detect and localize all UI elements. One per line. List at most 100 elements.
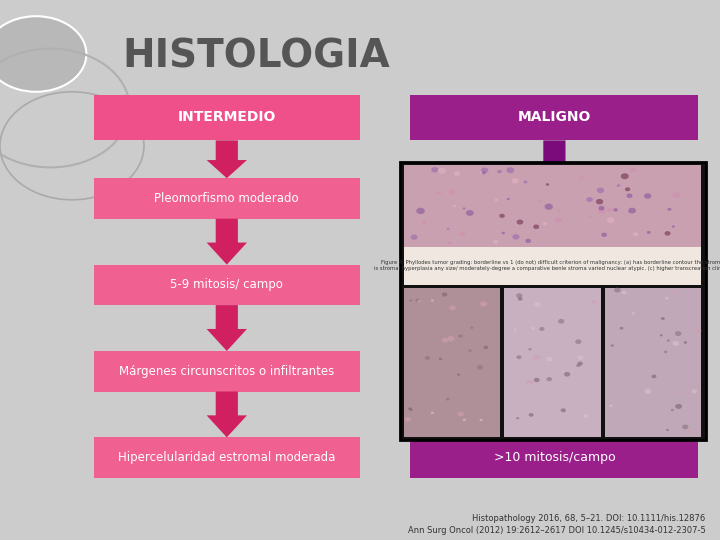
Circle shape [667, 208, 672, 211]
Polygon shape [207, 305, 247, 351]
Circle shape [523, 181, 527, 184]
Circle shape [533, 225, 539, 229]
Circle shape [577, 355, 583, 360]
Circle shape [597, 187, 604, 193]
Circle shape [459, 232, 465, 236]
Circle shape [647, 231, 651, 234]
Circle shape [575, 339, 582, 344]
Circle shape [422, 221, 427, 224]
Text: >10 mitosis/campo: >10 mitosis/campo [494, 451, 615, 464]
Circle shape [682, 424, 688, 429]
Circle shape [481, 167, 488, 173]
Circle shape [437, 191, 441, 194]
Circle shape [0, 16, 86, 92]
Text: 5-9 mitosis/ campo: 5-9 mitosis/ campo [171, 278, 283, 292]
Circle shape [652, 375, 657, 378]
Circle shape [607, 208, 612, 212]
Polygon shape [207, 219, 247, 265]
FancyBboxPatch shape [94, 178, 360, 219]
Circle shape [531, 327, 535, 329]
Circle shape [449, 305, 456, 310]
Circle shape [410, 409, 413, 411]
Circle shape [506, 167, 514, 173]
Circle shape [514, 328, 517, 331]
Circle shape [528, 413, 534, 417]
Circle shape [613, 208, 618, 212]
Circle shape [628, 208, 636, 213]
Circle shape [448, 336, 454, 341]
Circle shape [607, 218, 615, 223]
Circle shape [675, 404, 682, 409]
Circle shape [438, 168, 446, 174]
Circle shape [554, 217, 562, 222]
Circle shape [408, 407, 412, 410]
Circle shape [516, 355, 521, 359]
FancyBboxPatch shape [94, 437, 360, 478]
Circle shape [564, 372, 570, 376]
Circle shape [577, 361, 583, 366]
Circle shape [529, 381, 534, 384]
Circle shape [691, 389, 697, 393]
FancyBboxPatch shape [410, 94, 698, 140]
Text: HISTOLOGIA: HISTOLOGIA [122, 38, 390, 76]
FancyBboxPatch shape [94, 351, 360, 392]
Circle shape [626, 193, 633, 198]
Circle shape [526, 239, 531, 243]
Circle shape [452, 205, 456, 207]
FancyBboxPatch shape [400, 162, 706, 440]
Circle shape [586, 197, 593, 202]
Circle shape [665, 297, 669, 300]
Circle shape [589, 215, 592, 218]
Polygon shape [534, 140, 575, 437]
Circle shape [644, 389, 652, 394]
Circle shape [694, 328, 701, 333]
Circle shape [675, 331, 681, 336]
Circle shape [466, 210, 474, 216]
Circle shape [477, 365, 483, 369]
Circle shape [431, 411, 434, 414]
Circle shape [526, 380, 530, 383]
Circle shape [534, 378, 540, 382]
Circle shape [449, 190, 456, 195]
Circle shape [431, 167, 438, 172]
Circle shape [670, 291, 675, 294]
Circle shape [480, 418, 482, 421]
FancyBboxPatch shape [505, 288, 600, 437]
Circle shape [462, 207, 466, 210]
Circle shape [661, 317, 665, 320]
Text: Márgenes circunscritos o infiltrantes: Márgenes circunscritos o infiltrantes [120, 364, 334, 378]
FancyBboxPatch shape [94, 265, 360, 305]
Circle shape [666, 429, 669, 431]
Circle shape [534, 302, 541, 307]
Circle shape [688, 429, 692, 433]
Circle shape [583, 414, 588, 418]
Circle shape [542, 222, 547, 226]
Circle shape [405, 417, 411, 422]
Circle shape [621, 291, 626, 294]
Circle shape [644, 193, 652, 199]
Circle shape [617, 184, 620, 187]
Circle shape [672, 225, 675, 228]
FancyBboxPatch shape [410, 437, 698, 478]
Circle shape [498, 170, 502, 173]
Circle shape [457, 411, 464, 416]
FancyBboxPatch shape [404, 165, 701, 247]
Circle shape [425, 356, 431, 360]
Circle shape [470, 326, 474, 329]
Circle shape [458, 334, 463, 338]
Circle shape [418, 300, 421, 302]
Circle shape [546, 183, 549, 186]
Circle shape [544, 204, 553, 210]
Circle shape [516, 220, 523, 225]
Circle shape [611, 345, 613, 347]
Circle shape [665, 231, 670, 235]
Circle shape [534, 355, 540, 360]
Circle shape [557, 210, 560, 212]
Circle shape [507, 198, 510, 200]
Circle shape [516, 417, 519, 420]
Circle shape [415, 299, 420, 302]
Circle shape [684, 341, 687, 344]
Circle shape [558, 319, 564, 323]
Circle shape [442, 293, 447, 296]
FancyBboxPatch shape [404, 288, 500, 437]
